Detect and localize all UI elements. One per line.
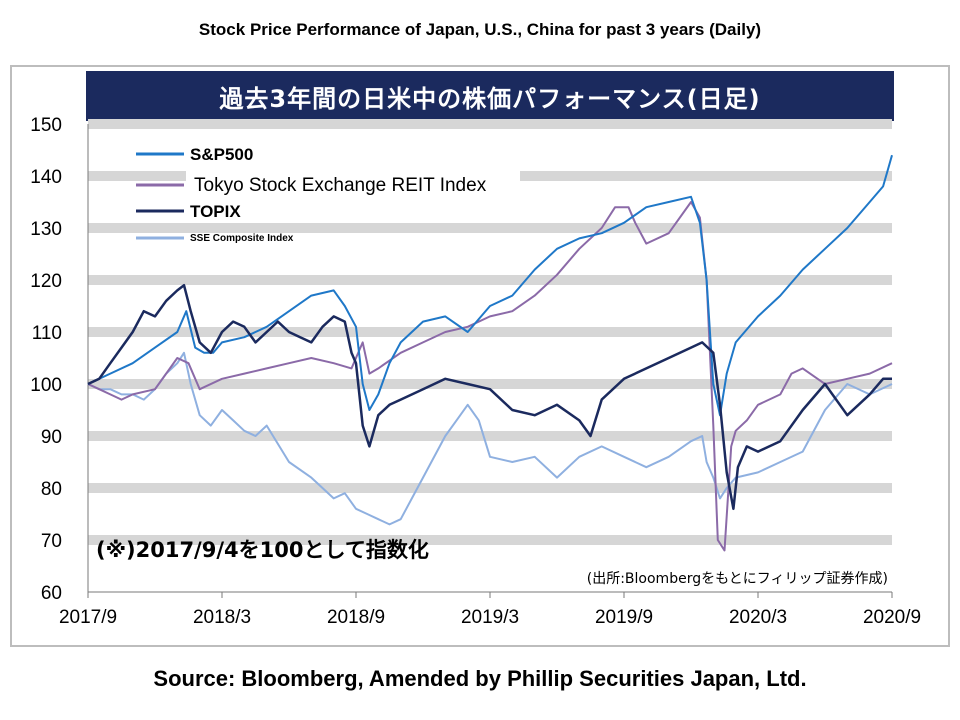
series-lines — [87, 154, 893, 552]
x-tick-label: 2019/3 — [461, 607, 519, 628]
legend-label-bg — [186, 169, 520, 193]
series-line-sse-composite-index — [87, 351, 893, 526]
y-axis: 60 70 80 90 100 110 120 130 140 150 — [30, 115, 89, 604]
chart-frame — [10, 65, 950, 647]
y-tick-label: 70 — [41, 531, 62, 552]
outer-title: Stock Price Performance of Japan, U.S., … — [198, 20, 762, 39]
grid-band — [88, 431, 892, 441]
legend-label: S&P500 — [190, 145, 253, 164]
grid-band — [88, 223, 892, 233]
index-annotation: (※)2017/9/4を100として指数化 — [96, 538, 429, 562]
x-tick-label: 2017/9 — [59, 607, 117, 628]
grid-band — [88, 379, 892, 389]
grid-band — [88, 535, 892, 545]
x-tick-label: 2019/9 — [595, 607, 653, 628]
x-tick-label: 2020/3 — [729, 607, 787, 628]
legend-label: SSE Composite Index — [190, 233, 294, 244]
y-tick-label: 100 — [30, 375, 62, 396]
y-tick-label: 120 — [30, 271, 62, 292]
x-tick-label: 2020/9 — [863, 607, 921, 628]
grid-band — [88, 327, 892, 337]
legend-label: Tokyo Stock Exchange REIT Index — [194, 175, 487, 196]
chart-title-banner: 過去3年間の日米中の株価パフォーマンス(日足) — [86, 71, 894, 121]
x-tick-label: 2018/3 — [193, 607, 251, 628]
y-tick-label: 150 — [30, 115, 62, 136]
series-line-topix — [87, 283, 892, 511]
series-line-s-p500 — [87, 154, 893, 417]
x-tick-label: 2018/9 — [327, 607, 385, 628]
y-tick-label: 60 — [41, 583, 62, 604]
x-axis: 2017/9 2018/3 2018/9 2019/3 2019/9 2020/3 2020… — [59, 591, 921, 628]
y-tick-label: 110 — [32, 323, 62, 344]
y-tick-label: 140 — [30, 167, 62, 188]
y-tick-label: 90 — [41, 427, 62, 448]
y-tick-label: 80 — [41, 479, 62, 500]
source-text: Source: Bloomberg, Amended by Phillip Se… — [153, 666, 807, 691]
grid-band — [88, 119, 892, 129]
grid-band — [88, 483, 892, 493]
grid-band — [88, 275, 892, 285]
source-note: (出所:Bloombergをもとにフィリップ証券作成) — [587, 571, 888, 587]
legend-label: TOPIX — [190, 202, 241, 221]
y-tick-label: 130 — [30, 219, 62, 240]
legend: S&P500 Tokyo Stock Exchange REIT Index TOP… — [136, 145, 520, 244]
series-line-tokyo-stock-exchange-reit-index — [87, 201, 893, 552]
